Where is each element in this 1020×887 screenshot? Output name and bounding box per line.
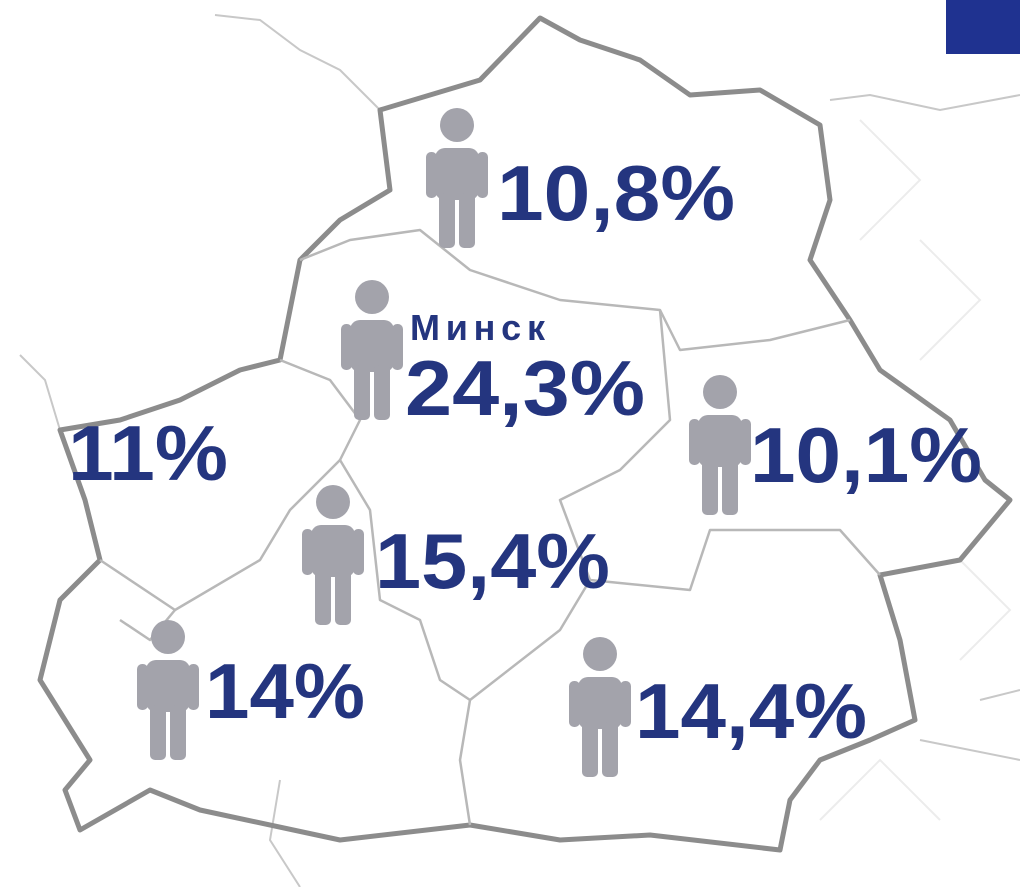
person-arm bbox=[137, 664, 148, 710]
person-head bbox=[355, 280, 389, 314]
person-arm bbox=[477, 152, 488, 198]
person-arm bbox=[188, 664, 199, 710]
person-icon bbox=[341, 280, 403, 420]
neighbor-borders bbox=[19, 14, 1020, 887]
person-arm bbox=[569, 681, 580, 727]
capital-label: Минск bbox=[410, 307, 546, 348]
region-share: 14,4% bbox=[635, 667, 867, 755]
person-leg bbox=[315, 570, 331, 625]
person-leg bbox=[374, 365, 390, 420]
person-leg bbox=[702, 460, 718, 515]
person-torso bbox=[578, 677, 622, 729]
person-icon bbox=[569, 637, 631, 777]
person-arm bbox=[740, 419, 751, 465]
region-borders bbox=[99, 228, 881, 826]
person-icon bbox=[137, 620, 199, 760]
person-torso bbox=[435, 148, 479, 200]
person-head bbox=[316, 485, 350, 519]
person-leg bbox=[170, 705, 186, 760]
person-torso bbox=[311, 525, 355, 577]
person-leg bbox=[354, 365, 370, 420]
person-arm bbox=[302, 529, 313, 575]
person-torso bbox=[350, 320, 394, 372]
region-share: 24,3% bbox=[405, 344, 645, 432]
person-leg bbox=[582, 722, 598, 777]
person-arm bbox=[689, 419, 700, 465]
country-outline bbox=[37, 15, 1013, 853]
region-share: 14% bbox=[205, 647, 365, 735]
person-head bbox=[151, 620, 185, 654]
region-share: 10,8% bbox=[497, 149, 735, 237]
person-arm bbox=[620, 681, 631, 727]
person-leg bbox=[335, 570, 351, 625]
person-leg bbox=[602, 722, 618, 777]
region-share: 15,4% bbox=[375, 517, 610, 605]
person-torso bbox=[146, 660, 190, 712]
corner-square bbox=[946, 0, 1020, 54]
person-head bbox=[703, 375, 737, 409]
person-icon bbox=[426, 108, 488, 248]
person-icon bbox=[302, 485, 364, 625]
background-pattern bbox=[819, 119, 1012, 821]
person-arm bbox=[341, 324, 352, 370]
person-head bbox=[440, 108, 474, 142]
region-share: 11% bbox=[68, 409, 228, 497]
pattern bbox=[819, 119, 1012, 821]
region-share: 10,1% bbox=[750, 411, 982, 499]
person-leg bbox=[459, 193, 475, 248]
person-leg bbox=[722, 460, 738, 515]
person-arm bbox=[426, 152, 437, 198]
person-leg bbox=[150, 705, 166, 760]
person-arm bbox=[353, 529, 364, 575]
person-leg bbox=[439, 193, 455, 248]
person-torso bbox=[698, 415, 742, 467]
person-head bbox=[583, 637, 617, 671]
person-arm bbox=[392, 324, 403, 370]
person-icon bbox=[689, 375, 751, 515]
